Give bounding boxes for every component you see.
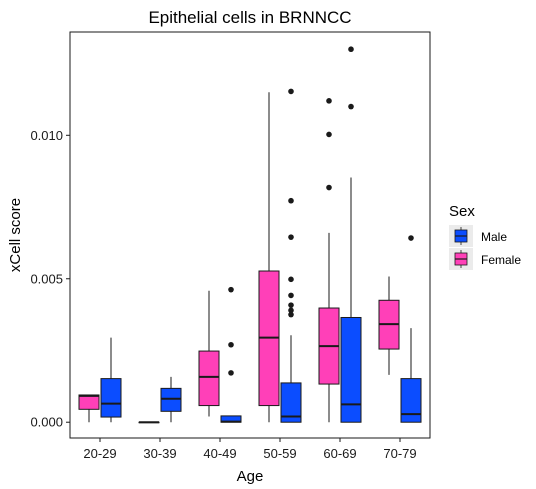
outlier-point [288, 197, 294, 204]
box-female-40-49 [198, 290, 220, 417]
legend: Sex Male Female [449, 203, 521, 270]
legend-label-male: Male [481, 230, 507, 244]
x-tick-label: 40-49 [203, 446, 236, 461]
outlier-point [288, 276, 294, 283]
box-female-30-39 [138, 421, 160, 424]
x-axis: 20-29 30-39 40-49 50-59 60-69 70-79 [83, 438, 417, 461]
box-groups [78, 46, 422, 424]
series-female [78, 92, 400, 424]
box-male-40-49 [220, 286, 242, 423]
outlier-point [326, 98, 332, 104]
y-tick-label: 0.000 [30, 415, 63, 430]
outlier-point [348, 46, 354, 53]
box-male-20-29 [100, 337, 122, 423]
outlier-point [288, 307, 294, 314]
outlier-point [228, 370, 234, 376]
outlier-point [288, 311, 294, 318]
chart-title: Epithelial cells in BRNNCC [148, 8, 351, 27]
outlier-point [326, 184, 332, 191]
y-axis-title: xCell score [7, 198, 24, 272]
box-body [100, 378, 122, 418]
box-female-60-69 [318, 98, 340, 423]
box-male-50-59 [280, 88, 302, 423]
box-body [160, 387, 182, 412]
y-tick-label: 0.005 [30, 271, 63, 286]
outlier-point [288, 88, 294, 95]
y-axis: 0.000 0.005 0.010 [30, 128, 70, 430]
x-tick-label: 50-59 [263, 446, 296, 461]
outlier-point [228, 341, 234, 348]
box-body [280, 382, 302, 423]
x-axis-title: Age [237, 468, 264, 485]
x-tick-label: 60-69 [323, 446, 356, 461]
legend-label-female: Female [481, 253, 521, 267]
box-body [400, 378, 422, 423]
box-female-70-79 [378, 276, 400, 375]
series-male [100, 46, 422, 423]
outlier-point [326, 131, 332, 138]
box-female-50-59 [258, 92, 280, 423]
x-tick-label: 70-79 [383, 446, 416, 461]
outlier-point [288, 292, 294, 299]
x-tick-label: 30-39 [143, 446, 176, 461]
box-male-70-79 [400, 235, 422, 423]
box-male-30-39 [160, 376, 182, 423]
box-body [78, 394, 100, 410]
legend-title: Sex [449, 203, 475, 220]
y-tick-label: 0.010 [30, 128, 63, 143]
outlier-point [228, 286, 234, 293]
outlier-point [408, 235, 414, 241]
plot-panel [69, 31, 431, 439]
box-body [340, 316, 362, 423]
box-male-60-69 [340, 46, 362, 423]
outlier-point [288, 302, 294, 308]
outlier-point [348, 103, 354, 110]
outlier-point [288, 234, 294, 240]
x-tick-label: 20-29 [83, 446, 116, 461]
box-body [198, 350, 220, 407]
box-female-20-29 [78, 394, 100, 423]
